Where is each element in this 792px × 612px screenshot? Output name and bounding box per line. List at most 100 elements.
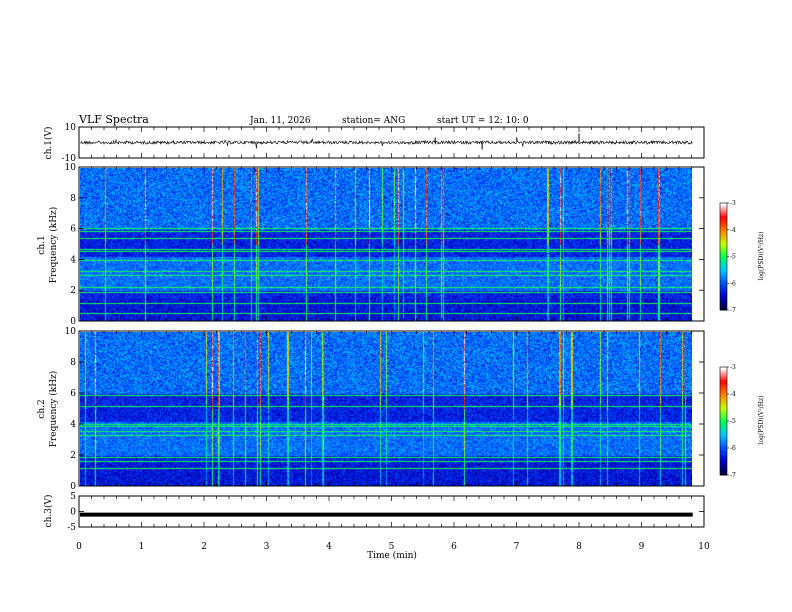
colorbar-swatch [720,404,727,408]
colorbar-swatch [720,466,727,469]
colorbar-swatch [720,444,727,447]
colorbar-swatch [720,462,727,465]
y-tick-label: 0 [70,317,76,327]
x-tick-label: 2 [201,542,207,552]
x-tick-label: 3 [264,542,270,552]
colorbar-swatch [720,283,727,286]
colorbar-swatch [720,455,727,458]
colorbar-tick-label: -5 [730,254,736,261]
colorbar-swatch [720,292,727,295]
colorbar-swatch [720,211,727,215]
colorbar-swatch [720,370,727,373]
colorbar-swatch [720,288,727,291]
ch3-voltage-ylabel: ch.3(V) [43,495,54,528]
ch1-waveform-trace [79,137,693,149]
colorbar-swatch [720,403,727,406]
colorbar-swatch [720,256,727,259]
colorbar-swatch [720,435,727,438]
colorbar-swatch [720,229,727,233]
ch2-spectrogram-image [80,332,692,486]
colorbar-swatch [720,268,727,272]
colorbar-tick-label: -6 [730,445,736,452]
colorbar-swatch [720,203,727,206]
y-tick-label: 5 [70,492,76,502]
y-tick-label: 6 [70,225,76,235]
colorbar-swatch [720,367,727,370]
colorbar-tick-label: -6 [730,280,736,287]
colorbar-swatch [720,210,727,213]
y-tick-label: 4 [70,420,76,430]
colorbar-swatch [720,247,727,250]
colorbar-swatch [720,390,727,393]
colorbar-swatch [720,252,727,256]
colorbar-swatch [720,395,727,399]
x-tick-label: 7 [514,542,520,552]
colorbar-swatch [720,421,727,424]
colorbar-swatch [720,279,727,282]
colorbar-swatch [720,293,727,297]
x-tick-label: 0 [76,542,82,552]
colorbar-swatch [720,392,727,395]
colorbar-swatch [720,457,727,460]
colorbar-swatch [720,245,727,249]
colorbar-swatch [720,213,727,216]
y-tick-label: 2 [70,286,76,296]
colorbar-swatch [720,299,727,302]
colorbar2-label: log(PSD)(V²/Hz) [758,396,765,445]
y-tick-label: 0 [70,508,76,518]
colorbar-swatch [720,424,727,427]
date-label: Jan. 11, 2026 [249,116,311,126]
y-tick-label: 4 [70,255,76,265]
colorbar-swatch [720,446,727,449]
colorbar-swatch [720,442,727,445]
colorbar-swatch [720,217,727,220]
colorbar-tick-label: -3 [730,364,736,371]
colorbar-swatch [720,401,727,404]
colorbar-swatch [720,242,727,245]
colorbar-swatch [720,226,727,229]
colorbar-swatch [720,227,727,231]
colorbar-swatch [720,413,727,417]
ch1-spectrogram-colorbar: -3 -4 -5 -6 -7 [719,200,736,314]
colorbar-swatch [720,431,727,435]
colorbar-swatch [720,449,727,453]
colorbar-swatch [720,417,727,420]
colorbar-swatch [720,383,727,386]
x-tick-label: 10 [698,542,710,552]
colorbar-swatch [720,458,727,462]
colorbar-tick-label: -5 [730,418,736,425]
colorbar-swatch [720,215,727,218]
colorbar-swatch [720,222,727,225]
colorbar-swatch [720,274,727,277]
colorbar-tick-label: -3 [730,200,736,207]
colorbar-swatch [720,258,727,261]
colorbar-swatch [720,426,727,429]
colorbar-swatch [720,308,727,311]
colorbar-swatch [720,471,727,474]
colorbar-swatch [720,260,727,263]
colorbar-swatch [720,297,727,300]
colorbar-swatch [720,379,727,382]
colorbar-swatch [720,415,727,418]
y-tick-label: 8 [70,358,76,368]
colorbar-swatch [720,208,727,211]
ch2-ylabel: ch.2 [37,399,47,418]
colorbar-tick-label: -7 [730,307,736,314]
colorbar-swatch [720,381,727,384]
colorbar-swatch [720,235,727,238]
colorbar-swatch [720,220,727,224]
colorbar1-label: log(PSD)(V²/Hz) [758,232,765,281]
colorbar-swatch [720,464,727,467]
colorbar-swatch [720,422,727,426]
colorbar-swatch [720,301,727,304]
y-tick-label: 6 [70,389,76,399]
y-tick-label: 0 [70,482,76,492]
ch2-spectrogram-panel: 0 2 4 6 8 10 -3 -4 -5 -6 -7 [65,327,736,492]
colorbar-swatch [720,377,727,381]
colorbar-swatch [720,302,727,306]
colorbar-swatch [720,233,727,236]
ch1-waveform-panel: 10 -10 [62,123,705,164]
colorbar-swatch [720,265,727,268]
colorbar-swatch [720,437,727,440]
